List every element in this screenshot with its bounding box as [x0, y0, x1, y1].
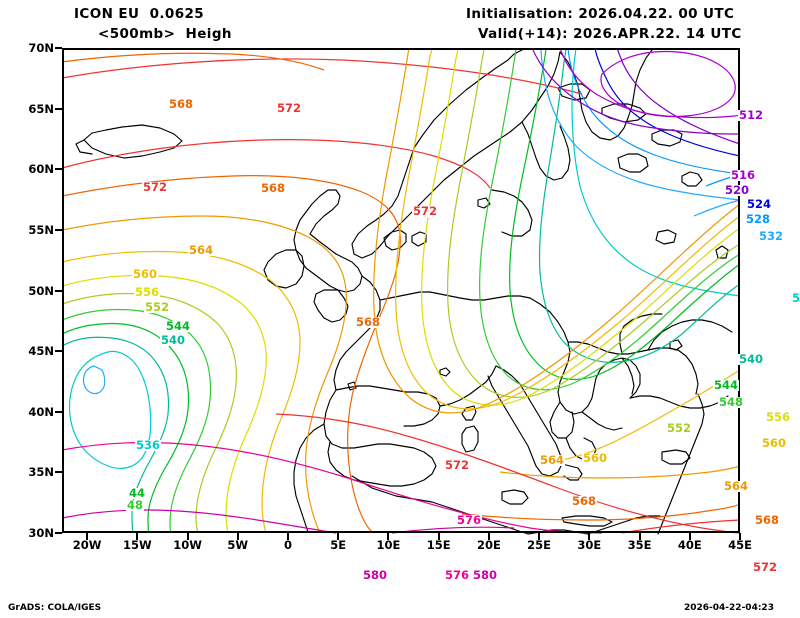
x-axis-tick-label: 10E	[376, 538, 401, 552]
x-axis-tick-mark	[387, 533, 390, 540]
contour-label: 576	[444, 568, 471, 582]
x-axis-tick-label: 5E	[330, 538, 347, 552]
y-axis-tick-label: 60N	[28, 162, 54, 177]
x-axis-tick-mark	[588, 533, 591, 540]
header-model: ICON EU 0.0625	[74, 6, 205, 22]
contour-label: 556	[765, 410, 792, 424]
x-axis-tick-mark	[136, 533, 139, 540]
y-axis-tick-label: 50N	[28, 283, 54, 298]
contour-label: 524	[746, 197, 773, 211]
x-axis-tick-mark	[437, 533, 440, 540]
contour-label: 560	[582, 451, 609, 465]
contour-label: 564	[723, 479, 750, 493]
contour-label: 572	[276, 101, 303, 115]
y-axis-tick-mark	[55, 228, 62, 231]
x-axis-tick-label: 20E	[476, 538, 501, 552]
plot-frame	[62, 48, 740, 533]
contour-label: 528	[745, 212, 772, 226]
x-axis-tick-mark	[739, 533, 741, 540]
y-axis-tick-mark	[55, 47, 62, 49]
contour-label: 552	[144, 300, 171, 314]
x-axis-tick-label: 0	[283, 538, 292, 552]
contour-label: 568	[260, 181, 287, 195]
contour-label: 520	[724, 183, 751, 197]
contour-label: 572	[444, 458, 471, 472]
y-axis-tick-label: 65N	[28, 101, 54, 116]
contour-label: 532	[758, 229, 785, 243]
header-valid-time: Valid(+14): 2026.APR.22. 14 UTC	[478, 26, 742, 42]
x-axis-tick-mark	[538, 533, 541, 540]
contour-label: 560	[132, 267, 159, 281]
contour-label: 536	[135, 438, 162, 452]
x-axis-tick-mark	[287, 533, 289, 540]
y-axis-tick-mark	[55, 532, 62, 534]
y-axis-tick-mark	[55, 471, 62, 474]
y-axis-tick-label: 35N	[28, 465, 54, 480]
contour-label: 48	[126, 498, 145, 512]
x-axis-tick-mark	[186, 533, 189, 540]
x-axis-tick-mark	[337, 533, 340, 540]
contour-label: 572	[412, 204, 439, 218]
contour-label: 556	[134, 285, 161, 299]
x-axis-tick-mark	[236, 533, 239, 540]
y-axis-tick-mark	[55, 350, 62, 353]
x-axis-tick-label: 10W	[173, 538, 202, 552]
contour-label: 572	[752, 560, 779, 574]
contour-label: 568	[355, 315, 382, 329]
x-axis-tick-label: 15E	[426, 538, 451, 552]
x-axis-tick-mark	[638, 533, 641, 540]
contour-label: 568	[754, 513, 781, 527]
contour-label: 44	[128, 486, 147, 500]
contour-label: 572	[142, 180, 169, 194]
footer-source: GrADS: COLA/IGES	[8, 603, 102, 613]
contour-label: 552	[666, 421, 693, 435]
x-axis-tick-label: 35E	[627, 538, 652, 552]
contour-label: 564	[539, 453, 566, 467]
footer-timestamp: 2026-04-22-04:23	[684, 603, 774, 613]
x-axis-tick-label: 45E	[728, 538, 752, 552]
contour-label: 580	[362, 568, 389, 582]
contour-layer	[61, 47, 741, 534]
contour-label: 516	[730, 168, 757, 182]
contour-label: 540	[160, 333, 187, 347]
y-axis-tick-mark	[55, 410, 62, 413]
y-axis-tick-label: 70N	[28, 41, 54, 55]
x-axis-tick-mark	[487, 533, 490, 540]
contour-map-plot	[61, 47, 741, 535]
contour-label: 568	[571, 494, 598, 508]
y-axis-tick-mark	[55, 289, 62, 292]
header-initialisation: Initialisation: 2026.04.22. 00 UTC	[466, 6, 735, 22]
y-axis-tick-mark	[55, 168, 62, 171]
y-axis-tick-label: 55N	[28, 222, 54, 237]
contour-label: 548	[718, 395, 745, 409]
contour-label: 568	[168, 97, 195, 111]
y-axis-tick-mark	[55, 107, 62, 110]
contour-label: 544	[165, 319, 192, 333]
x-axis-tick-mark	[86, 533, 89, 540]
contour-label: 564	[188, 243, 215, 257]
y-axis-tick-label: 30N	[28, 526, 54, 540]
x-axis-tick-label: 20W	[72, 538, 102, 552]
y-axis-tick-label: 45N	[28, 344, 54, 359]
y-axis-tick-label: 40N	[28, 404, 54, 419]
x-axis-tick-label: 25E	[527, 538, 552, 552]
header-level: <500mb> Heigh	[98, 26, 232, 42]
x-axis-tick-label: 15W	[122, 538, 152, 552]
contour-label: 580	[472, 568, 499, 582]
contour-label: 560	[761, 436, 788, 450]
contour-label: 544	[713, 378, 740, 392]
contour-label: 576	[456, 513, 483, 527]
x-axis-tick-mark	[688, 533, 691, 540]
x-axis-tick-label: 5W	[227, 538, 249, 552]
contour-label: 540	[738, 352, 765, 366]
x-axis-tick-label: 30E	[577, 538, 602, 552]
contour-label: 512	[738, 108, 765, 122]
x-axis-tick-label: 40E	[677, 538, 702, 552]
contour-label: 536	[791, 292, 800, 304]
